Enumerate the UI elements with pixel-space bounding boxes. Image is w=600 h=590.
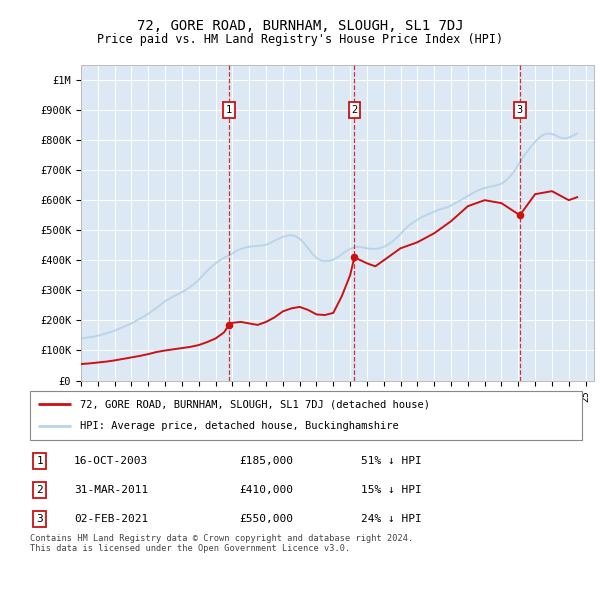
Text: Contains HM Land Registry data © Crown copyright and database right 2024.
This d: Contains HM Land Registry data © Crown c… (30, 534, 413, 553)
Text: 1: 1 (37, 456, 43, 466)
Text: £550,000: £550,000 (240, 514, 294, 524)
Text: 72, GORE ROAD, BURNHAM, SLOUGH, SL1 7DJ (detached house): 72, GORE ROAD, BURNHAM, SLOUGH, SL1 7DJ … (80, 399, 430, 409)
Text: 31-MAR-2011: 31-MAR-2011 (74, 485, 148, 495)
Text: 1: 1 (226, 105, 232, 115)
Text: £410,000: £410,000 (240, 485, 294, 495)
Text: 15% ↓ HPI: 15% ↓ HPI (361, 485, 422, 495)
Text: 16-OCT-2003: 16-OCT-2003 (74, 456, 148, 466)
Text: 51% ↓ HPI: 51% ↓ HPI (361, 456, 422, 466)
Text: 2: 2 (351, 105, 358, 115)
Text: 72, GORE ROAD, BURNHAM, SLOUGH, SL1 7DJ: 72, GORE ROAD, BURNHAM, SLOUGH, SL1 7DJ (137, 19, 463, 33)
FancyBboxPatch shape (30, 391, 582, 440)
Text: HPI: Average price, detached house, Buckinghamshire: HPI: Average price, detached house, Buck… (80, 421, 398, 431)
Text: 2: 2 (37, 485, 43, 495)
Text: 3: 3 (517, 105, 523, 115)
Text: Price paid vs. HM Land Registry's House Price Index (HPI): Price paid vs. HM Land Registry's House … (97, 33, 503, 46)
Text: £185,000: £185,000 (240, 456, 294, 466)
Text: 02-FEB-2021: 02-FEB-2021 (74, 514, 148, 524)
Text: 24% ↓ HPI: 24% ↓ HPI (361, 514, 422, 524)
Text: 3: 3 (37, 514, 43, 524)
